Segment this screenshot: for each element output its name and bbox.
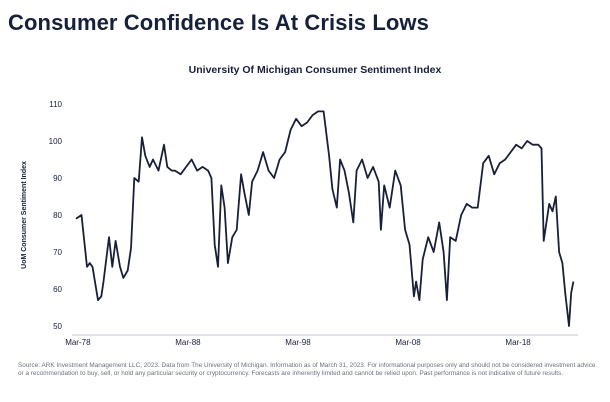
x-tick-label: Mar-98 <box>285 338 311 347</box>
x-tick-label: Mar-18 <box>505 338 531 347</box>
y-tick-label: 60 <box>53 285 62 294</box>
source-footnote: Source: ARK Investment Management LLC, 2… <box>18 362 596 378</box>
y-tick-labels: 50 60 70 80 90 100 110 <box>49 100 63 331</box>
chart-title: University Of Michigan Consumer Sentimen… <box>189 64 442 76</box>
y-tick-label: 70 <box>53 248 62 257</box>
x-tick-label: Mar-88 <box>175 338 201 347</box>
y-axis-label: UoM Consumer Sentiment Index <box>21 161 28 269</box>
y-tick-label: 100 <box>49 137 63 146</box>
y-tick-label: 110 <box>49 100 62 109</box>
x-tick-label: Mar-78 <box>65 338 91 347</box>
x-tick-label: Mar-08 <box>395 338 421 347</box>
page-headline: Consumer Confidence Is At Crisis Lows <box>8 10 429 35</box>
series-group <box>75 110 575 327</box>
series-line <box>75 110 575 327</box>
y-tick-label: 50 <box>53 322 62 331</box>
y-tick-label: 90 <box>53 174 62 183</box>
x-tick-labels: Mar-78 Mar-88 Mar-98 Mar-08 Mar-18 <box>65 338 531 347</box>
y-tick-label: 80 <box>53 211 62 220</box>
